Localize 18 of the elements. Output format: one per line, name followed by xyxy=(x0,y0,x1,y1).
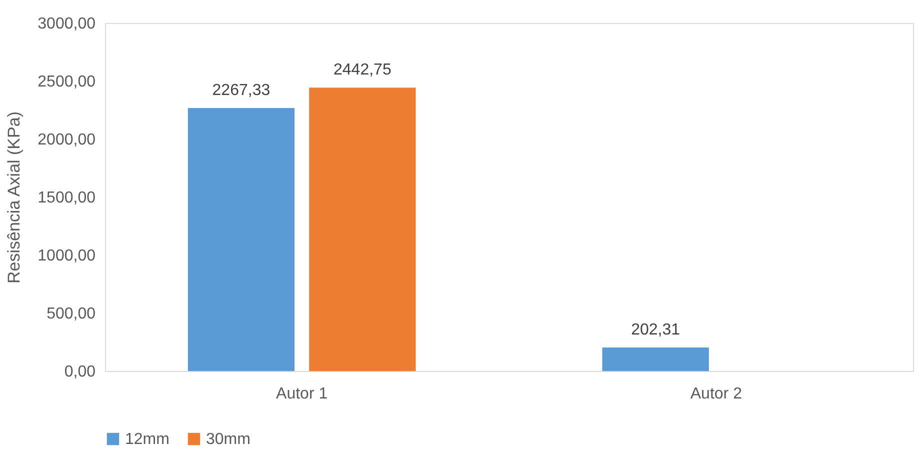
data-label: 2267,33 xyxy=(212,82,270,99)
y-tick-label: 500,00 xyxy=(46,306,96,322)
y-tick-label: 2000,00 xyxy=(38,132,96,148)
y-tick-label: 1500,00 xyxy=(38,190,96,206)
bar xyxy=(602,348,709,371)
y-tick-label: 0,00 xyxy=(64,364,96,380)
x-tick-label: Autor 2 xyxy=(690,386,742,402)
x-tick-label: Autor 1 xyxy=(276,386,328,402)
data-label: 2442,75 xyxy=(334,62,392,79)
bar xyxy=(309,88,416,371)
data-label: 202,31 xyxy=(631,322,680,339)
bar xyxy=(188,108,295,371)
y-axis-title: Resisência Axial (KPa) xyxy=(4,112,24,284)
y-tick-label: 2500,00 xyxy=(38,74,96,90)
legend-label: 30mm xyxy=(206,431,250,448)
y-tick-label: 1000,00 xyxy=(38,248,96,264)
y-tick-label: 3000,00 xyxy=(38,16,96,32)
legend-label: 12mm xyxy=(125,431,170,448)
